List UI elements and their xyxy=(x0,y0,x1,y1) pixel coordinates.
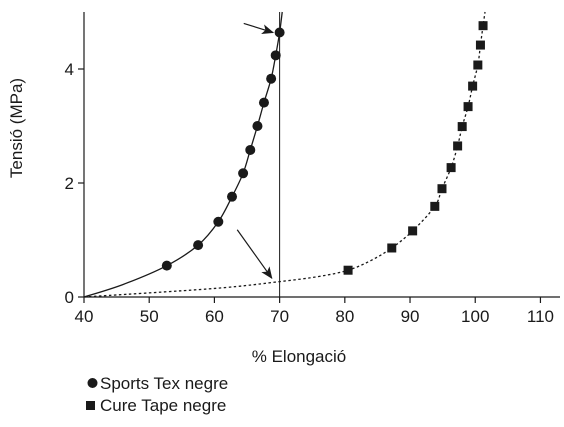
legend-label-sports-tex: Sports Tex negre xyxy=(100,374,228,393)
data-point-square xyxy=(430,201,440,211)
x-tick-label: 60 xyxy=(205,307,224,326)
data-point-circle xyxy=(238,168,249,179)
data-point-square xyxy=(475,40,485,50)
data-point-square xyxy=(453,141,463,151)
data-point-circle xyxy=(252,121,263,131)
data-markers xyxy=(161,21,488,275)
legend-label-cure-tape: Cure Tape negre xyxy=(100,396,226,415)
data-point-circle xyxy=(258,97,269,108)
x-tick-label: 100 xyxy=(461,307,489,326)
x-tick-label: 40 xyxy=(75,307,94,326)
data-point-square xyxy=(446,163,456,173)
x-tick-label: 110 xyxy=(527,307,554,326)
data-point-circle xyxy=(266,73,277,84)
data-point-circle xyxy=(270,50,281,61)
data-point-square xyxy=(478,21,488,31)
data-point-square xyxy=(408,226,418,236)
data-point-circle xyxy=(213,216,224,227)
data-point-square xyxy=(473,60,483,70)
y-tick-label: 4 xyxy=(65,60,74,79)
y-axis-label: Tensió (MPa) xyxy=(7,78,26,178)
data-point-circle xyxy=(161,260,172,271)
data-point-square xyxy=(463,102,473,112)
x-axis-label: % Elongació xyxy=(252,347,347,366)
fit-curve-series-1 xyxy=(83,11,283,298)
data-point-circle xyxy=(245,144,256,155)
legend-marker-square xyxy=(86,401,95,410)
data-point-square xyxy=(343,265,353,275)
y-tick-label: 2 xyxy=(65,174,74,193)
data-point-circle xyxy=(227,191,238,202)
data-point-circle xyxy=(193,240,204,251)
annotation-arrow-1 xyxy=(243,22,275,35)
x-tick-label: 50 xyxy=(140,307,159,326)
x-tick-label: 80 xyxy=(335,307,354,326)
legend-marker-circle xyxy=(87,378,98,388)
legend: Sports Tex negre Cure Tape negre xyxy=(86,374,228,415)
fit-curves xyxy=(83,11,486,298)
data-point-square xyxy=(387,243,397,253)
annotations xyxy=(236,22,275,280)
data-point-square xyxy=(468,81,478,91)
fit-curve-series-2 xyxy=(83,11,486,298)
y-tick-label: 0 xyxy=(65,288,74,307)
data-point-square xyxy=(457,122,467,132)
x-tick-label: 70 xyxy=(270,307,289,326)
data-point-circle xyxy=(274,27,285,38)
annotation-arrow-2 xyxy=(236,229,273,280)
data-point-square xyxy=(437,184,447,194)
axes: 40 50 60 70 80 90 100 110 0 2 4 xyxy=(65,12,560,326)
x-tick-label: 90 xyxy=(401,307,420,326)
